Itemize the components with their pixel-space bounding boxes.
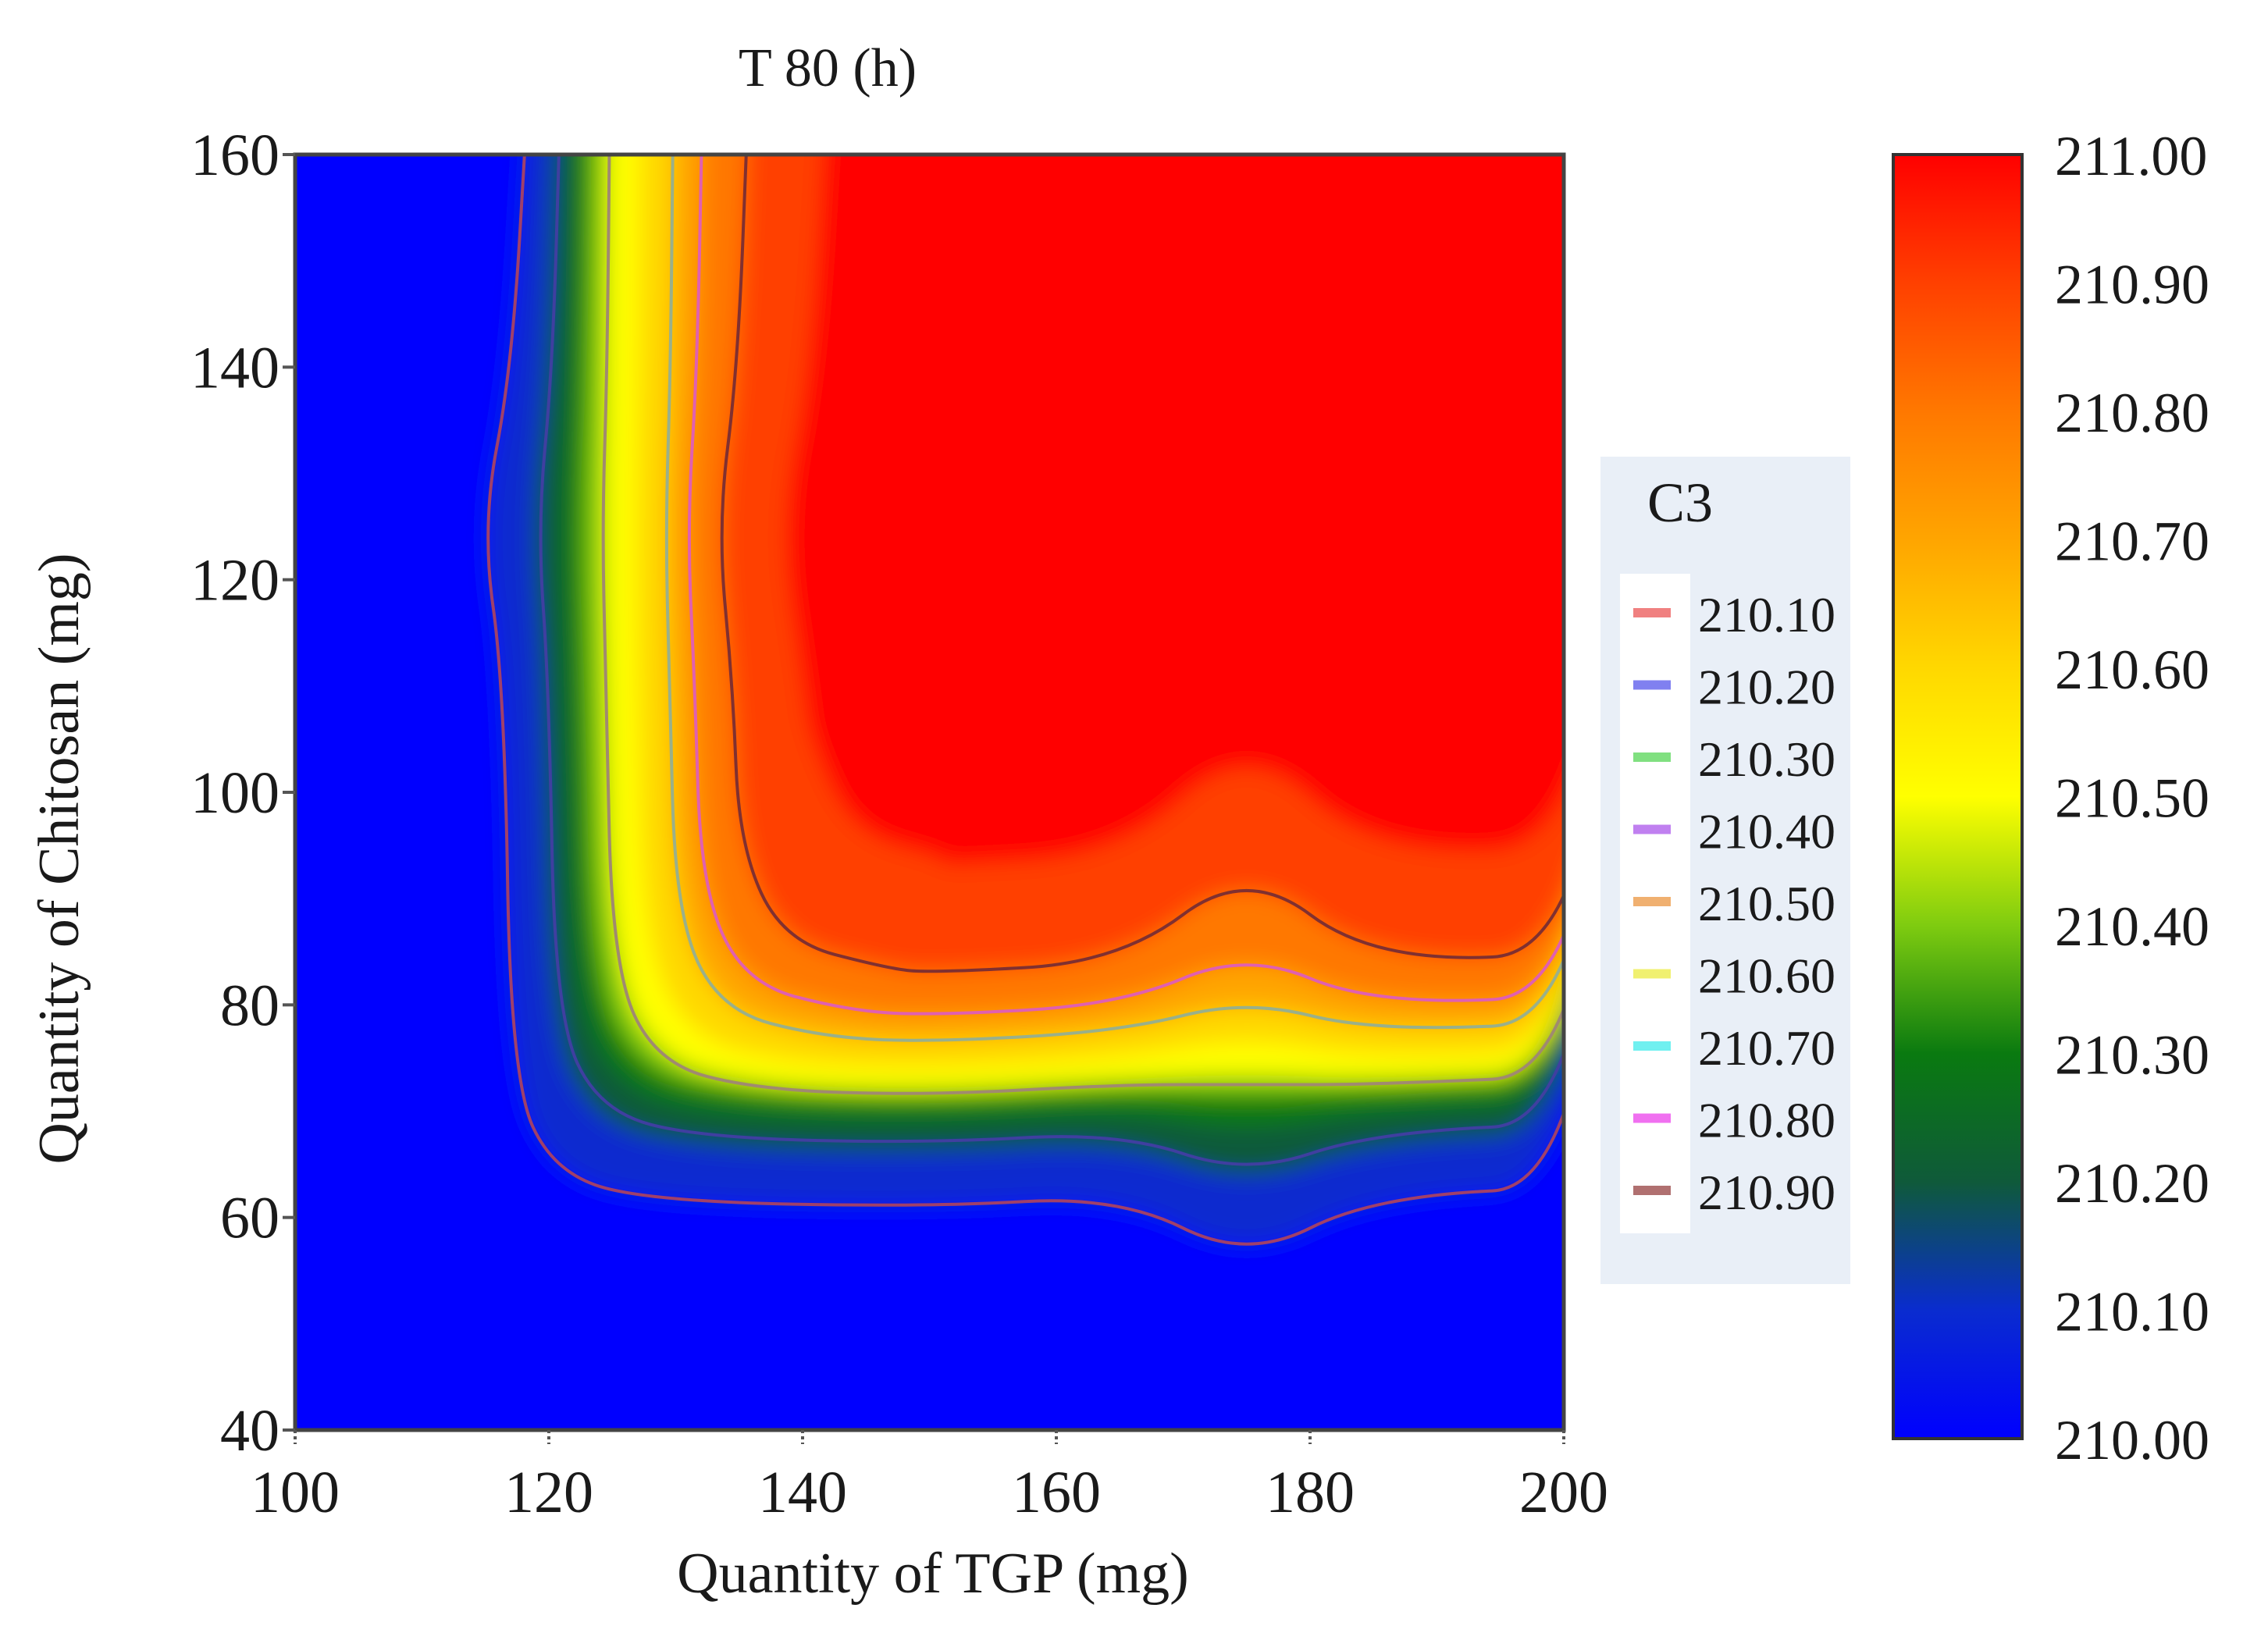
colorbar-tick-label: 210.30 [2055, 1024, 2209, 1087]
plot-area [293, 152, 1566, 1432]
x-axis: 100 120 140 160 180 200 [251, 1430, 1608, 1525]
contour-210.70 [664, 155, 1564, 1042]
band-211.00 [786, 155, 1564, 866]
y-tick-label: 100 [190, 760, 279, 826]
y-axis-label: Quantity of Chitosan (mg) [27, 553, 91, 1164]
heatmap-surface [295, 155, 1564, 1430]
colorbar-tick-label: 210.70 [2055, 511, 2209, 573]
contour-210.90 [720, 155, 1564, 973]
colorbar-tick-label: 210.20 [2055, 1152, 2209, 1215]
legend-entry-label: 210.40 [1698, 804, 1835, 859]
legend-title: C3 [1647, 471, 1713, 534]
colorbar-gradient [1892, 153, 2024, 1440]
contour-210.50 [601, 155, 1564, 1095]
y-tick-label: 160 [190, 123, 279, 188]
chart-title: T 80 (h) [739, 38, 917, 98]
legend-entry-label: 210.30 [1698, 731, 1835, 787]
contour-210.10 [486, 155, 1564, 1246]
y-tick-label: 60 [220, 1186, 279, 1251]
y-axis: 40 60 80 100 120 140 160 [190, 123, 295, 1464]
colorbar-tick-label: 210.40 [2055, 895, 2209, 958]
legend-entry-label: 210.60 [1698, 948, 1835, 1004]
colorbar-tick-label: 210.90 [2055, 254, 2209, 316]
colorbar-tick-label: 210.50 [2055, 767, 2209, 830]
y-tick-label: 140 [190, 335, 279, 400]
colorbar-tick-label: 211.00 [2055, 125, 2207, 187]
contour-210.80 [687, 155, 1564, 1016]
x-axis-label: Quantity of TGP (mg) [677, 1542, 1189, 1606]
y-tick-label: 80 [220, 973, 279, 1038]
x-tick-label: 180 [1266, 1460, 1355, 1525]
y-tick-label: 120 [190, 548, 279, 614]
x-tick-label: 120 [504, 1460, 593, 1525]
colorbar: 211.00 210.90 210.80 210.70 210.60 210.50 210.… [1892, 125, 2209, 1471]
contour-legend: C3 210.10 210.20 210.30 210.40 210.50 210.60 2… [1600, 457, 1850, 1284]
x-tick-label: 140 [758, 1460, 847, 1525]
legend-entry-label: 210.70 [1698, 1020, 1835, 1076]
contour-lines [486, 155, 1564, 1246]
colorbar-tick-label: 210.10 [2055, 1281, 2209, 1343]
colorbar-tick-label: 210.00 [2055, 1409, 2209, 1471]
legend-entry-label: 210.20 [1698, 660, 1835, 715]
colorbar-tick-label: 210.80 [2055, 382, 2209, 444]
legend-entry-label: 210.50 [1698, 876, 1835, 931]
x-tick-label: 160 [1012, 1460, 1101, 1525]
colorbar-tick-label: 210.60 [2055, 639, 2209, 701]
legend-entry-label: 210.80 [1698, 1093, 1835, 1148]
contour-210.20 [539, 155, 1564, 1166]
legend-entry-label: 210.90 [1698, 1165, 1835, 1220]
y-tick-label: 40 [220, 1398, 279, 1464]
x-tick-label: 200 [1519, 1460, 1608, 1525]
x-tick-label: 100 [251, 1460, 340, 1525]
legend-entry-label: 210.10 [1698, 587, 1835, 642]
